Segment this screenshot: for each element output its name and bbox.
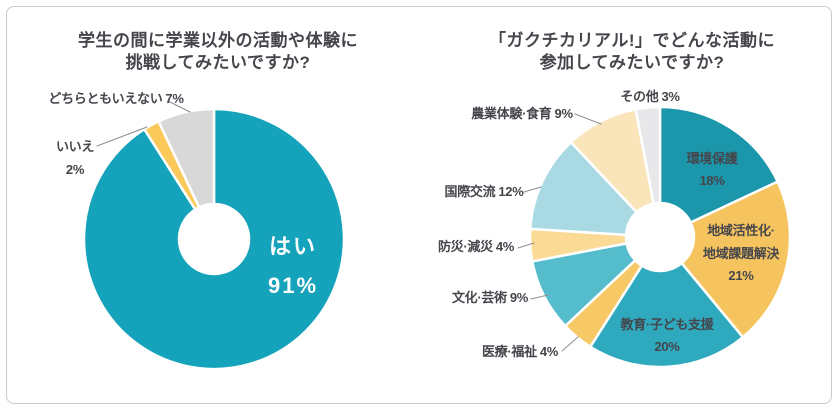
leader-line-disaster [517, 242, 535, 249]
slice-label-disaster: 防災·減災 4% [438, 236, 514, 258]
pie-slice-1-0 [658, 105, 779, 224]
pie-slice-1-6 [529, 140, 638, 237]
slice-label-agriculture-value: 9% [554, 106, 574, 121]
chart-title-left: 学生の間に学業以外の活動や体験に 挑戦してみたいですか? [78, 30, 358, 74]
slice-label-neither-value: 7% [165, 91, 184, 106]
slice-label-yes: はい 91% [268, 227, 318, 305]
leader-line-no [96, 126, 148, 147]
slice-label-no-value: 2% [65, 162, 85, 177]
slice-label-international-text: 国際交流 [444, 184, 496, 199]
slice-label-other-text: その他 [620, 89, 659, 104]
pie-slice-1-8 [634, 105, 662, 205]
pie-slice-0-0 [82, 107, 346, 371]
slice-label-regional-text2: 地域課題解決 [702, 245, 780, 261]
pie-slice-0-2 [157, 107, 216, 209]
slice-label-education: 教育·子ども支援 20% [621, 314, 714, 357]
slice-label-regional-text1: 地域活性化· [707, 223, 775, 238]
slice-label-education-text: 教育·子ども支援 [620, 317, 714, 332]
pie-slice-1-1 [680, 180, 792, 339]
slice-label-medical-value: 4% [539, 344, 559, 359]
slice-label-disaster-value: 4% [495, 239, 515, 254]
slice-label-agriculture-text: 農業体験·食育 [471, 106, 552, 121]
slice-label-medical: 医療·福祉 4% [482, 341, 558, 363]
slice-label-no-text: いいえ [55, 139, 95, 154]
pie-slice-1-2 [589, 261, 745, 369]
slice-label-environment-text: 環境保護 [686, 151, 738, 166]
chart-title-right-line2: 参加してみたいですか? [539, 53, 725, 72]
chart-title-left-line1: 学生の間に学業以外の活動や体験に [78, 31, 358, 50]
slice-label-regional: 地域活性化· 地域課題解決 21% [702, 220, 780, 288]
leader-line-medical [561, 336, 579, 352]
slice-label-other-value: 3% [661, 89, 680, 104]
slice-label-international-value: 12% [498, 184, 524, 199]
slice-label-culture: 文化·芸術 9% [452, 287, 528, 309]
leader-line-culture [530, 294, 549, 300]
slice-label-neither: どちらともいえない 7% [48, 88, 184, 110]
slice-label-culture-text: 文化·芸術 [451, 290, 507, 305]
chart-title-right: 「ガクチカリアル!」でどんな活動に 参加してみたいですか? [489, 30, 775, 74]
slice-label-education-value: 20% [654, 338, 680, 354]
slice-label-regional-value: 21% [728, 268, 754, 283]
slice-label-environment-value: 18% [699, 173, 725, 188]
leader-line-agriculture [574, 113, 602, 125]
slice-label-yes-value: 91% [267, 273, 319, 298]
leader-line-neither [167, 100, 191, 113]
slice-label-culture-value: 9% [509, 290, 529, 305]
slice-label-no: いいえ 2% [56, 135, 94, 181]
leader-line-international [523, 186, 542, 193]
slice-label-agriculture: 農業体験·食育 9% [471, 103, 574, 125]
slice-label-neither-text: どちらともいえない [48, 91, 163, 106]
slice-label-medical-text: 医療·福祉 [481, 344, 537, 359]
slice-label-yes-text: はい [268, 234, 318, 259]
slice-label-international: 国際交流 12% [445, 181, 524, 203]
slice-label-environment: 環境保護 18% [687, 148, 738, 192]
slice-label-other: その他 3% [620, 86, 680, 108]
chart-title-right-line1: 「ガクチカリアル!」でどんな活動に [489, 31, 775, 50]
chart-title-left-line2: 挑戦してみたいですか? [125, 53, 311, 72]
slice-label-disaster-text: 防災·減災 [437, 239, 493, 254]
